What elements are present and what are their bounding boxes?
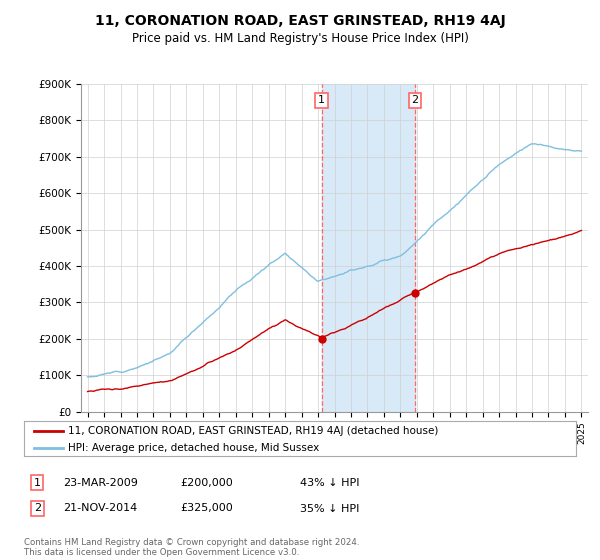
Text: Price paid vs. HM Land Registry's House Price Index (HPI): Price paid vs. HM Land Registry's House … bbox=[131, 32, 469, 45]
Text: 11, CORONATION ROAD, EAST GRINSTEAD, RH19 4AJ: 11, CORONATION ROAD, EAST GRINSTEAD, RH1… bbox=[95, 14, 505, 28]
Text: 1: 1 bbox=[318, 95, 325, 105]
Text: 11, CORONATION ROAD, EAST GRINSTEAD, RH19 4AJ (detached house): 11, CORONATION ROAD, EAST GRINSTEAD, RH1… bbox=[68, 426, 439, 436]
Text: Contains HM Land Registry data © Crown copyright and database right 2024.
This d: Contains HM Land Registry data © Crown c… bbox=[24, 538, 359, 557]
Text: 2: 2 bbox=[34, 503, 41, 514]
Text: 23-MAR-2009: 23-MAR-2009 bbox=[63, 478, 138, 488]
Text: £200,000: £200,000 bbox=[180, 478, 233, 488]
Text: 43% ↓ HPI: 43% ↓ HPI bbox=[300, 478, 359, 488]
Text: 35% ↓ HPI: 35% ↓ HPI bbox=[300, 503, 359, 514]
Text: 21-NOV-2014: 21-NOV-2014 bbox=[63, 503, 137, 514]
Bar bbox=[322, 84, 415, 412]
Text: 2: 2 bbox=[412, 95, 419, 105]
Text: £325,000: £325,000 bbox=[180, 503, 233, 514]
Text: HPI: Average price, detached house, Mid Sussex: HPI: Average price, detached house, Mid … bbox=[68, 442, 319, 452]
Text: 1: 1 bbox=[34, 478, 41, 488]
